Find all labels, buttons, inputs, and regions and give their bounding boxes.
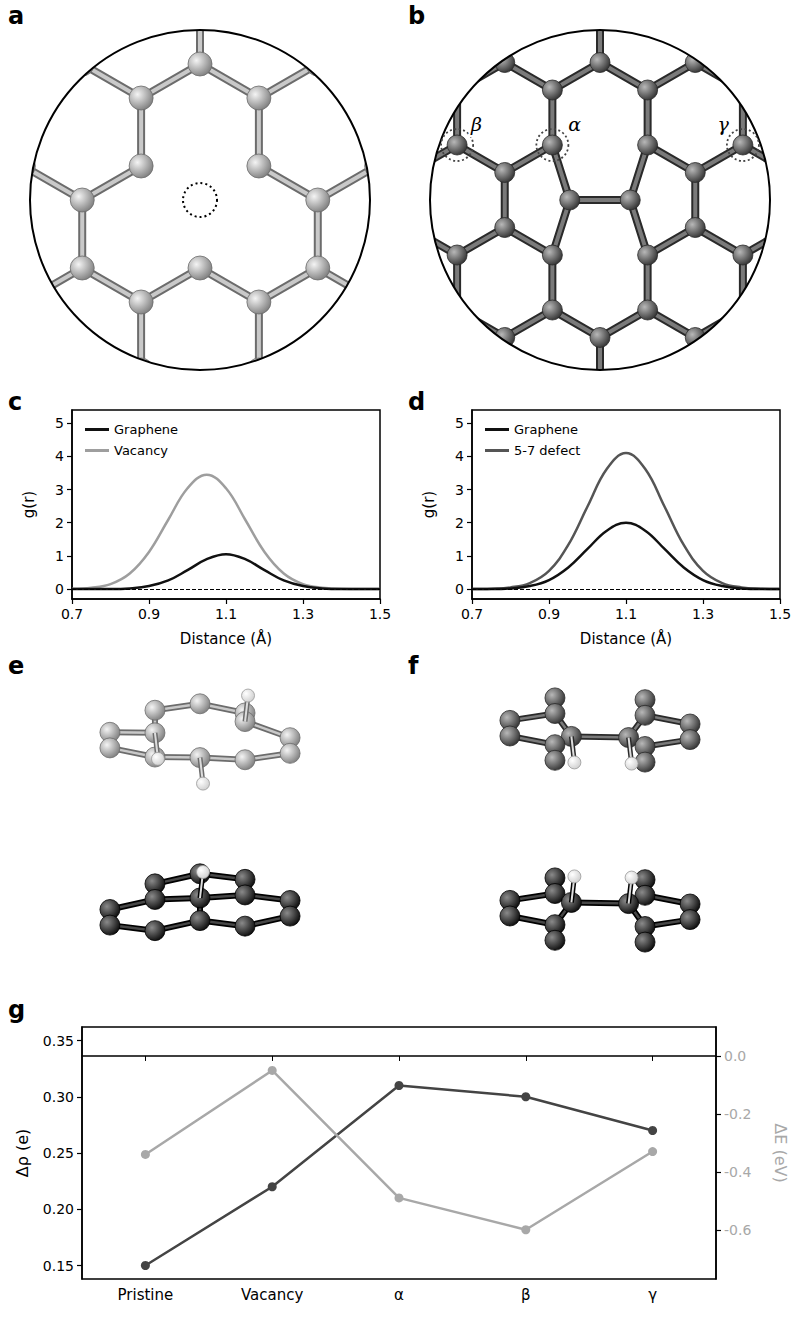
svg-text:1.1: 1.1 <box>615 606 637 622</box>
svg-text:0.15: 0.15 <box>43 1258 74 1274</box>
svg-text:2: 2 <box>55 515 64 531</box>
svg-text:Distance (Å): Distance (Å) <box>180 629 272 648</box>
svg-text:β: β <box>521 1286 531 1304</box>
svg-text:Δρ (e): Δρ (e) <box>13 1129 32 1178</box>
svg-text:1.5: 1.5 <box>369 606 391 622</box>
svg-text:0.9: 0.9 <box>138 606 160 622</box>
svg-text:5: 5 <box>455 415 464 431</box>
svg-text:1.1: 1.1 <box>215 606 237 622</box>
svg-text:1: 1 <box>55 548 64 564</box>
svg-text:α: α <box>568 113 581 135</box>
svg-text:g(r): g(r) <box>20 491 38 518</box>
svg-text:4: 4 <box>55 448 64 464</box>
svg-text:ΔE (eV): ΔE (eV) <box>771 1123 790 1182</box>
svg-text:1.3: 1.3 <box>692 606 714 622</box>
svg-text:g(r): g(r) <box>420 491 438 518</box>
svg-text:0: 0 <box>55 581 64 597</box>
svg-text:0.30: 0.30 <box>43 1089 74 1105</box>
svg-text:γ: γ <box>718 113 730 135</box>
html-text:b: b <box>408 2 426 30</box>
svg-text:-0.2: -0.2 <box>724 1106 751 1122</box>
svg-text:Distance (Å): Distance (Å) <box>580 629 672 648</box>
svg-text:Vacancy: Vacancy <box>114 443 168 458</box>
svg-text:0.35: 0.35 <box>43 1033 74 1049</box>
svg-text:Pristine: Pristine <box>118 1286 174 1304</box>
svg-text:0.25: 0.25 <box>43 1145 74 1161</box>
svg-text:1.3: 1.3 <box>292 606 314 622</box>
svg-text:3: 3 <box>55 482 64 498</box>
svg-text:Graphene: Graphene <box>114 422 178 437</box>
svg-text:0.7: 0.7 <box>461 606 483 622</box>
svg-text:2: 2 <box>455 515 464 531</box>
html-text:g: g <box>8 996 26 1024</box>
svg-text:-0.4: -0.4 <box>724 1164 751 1180</box>
svg-text:Vacancy: Vacancy <box>241 1286 303 1304</box>
html-text:c: c <box>8 388 23 416</box>
svg-text:-0.6: -0.6 <box>724 1222 751 1238</box>
svg-text:0.20: 0.20 <box>43 1201 74 1217</box>
svg-text:0.0: 0.0 <box>724 1048 746 1064</box>
svg-text:0: 0 <box>455 581 464 597</box>
html-text:d: d <box>408 388 426 416</box>
html-text:f: f <box>408 652 419 680</box>
svg-text:3: 3 <box>455 482 464 498</box>
html-text:a: a <box>8 2 25 30</box>
svg-text:4: 4 <box>455 448 464 464</box>
svg-text:1: 1 <box>455 548 464 564</box>
svg-text:5-7 defect: 5-7 defect <box>514 443 580 458</box>
html-text:e: e <box>8 652 25 680</box>
svg-text:β: β <box>470 113 482 135</box>
svg-text:0.7: 0.7 <box>61 606 83 622</box>
svg-text:0.9: 0.9 <box>538 606 560 622</box>
svg-text:5: 5 <box>55 415 64 431</box>
svg-text:Graphene: Graphene <box>514 422 578 437</box>
svg-text:1.5: 1.5 <box>769 606 791 622</box>
svg-text:α: α <box>394 1286 404 1304</box>
svg-text:γ: γ <box>648 1286 657 1304</box>
